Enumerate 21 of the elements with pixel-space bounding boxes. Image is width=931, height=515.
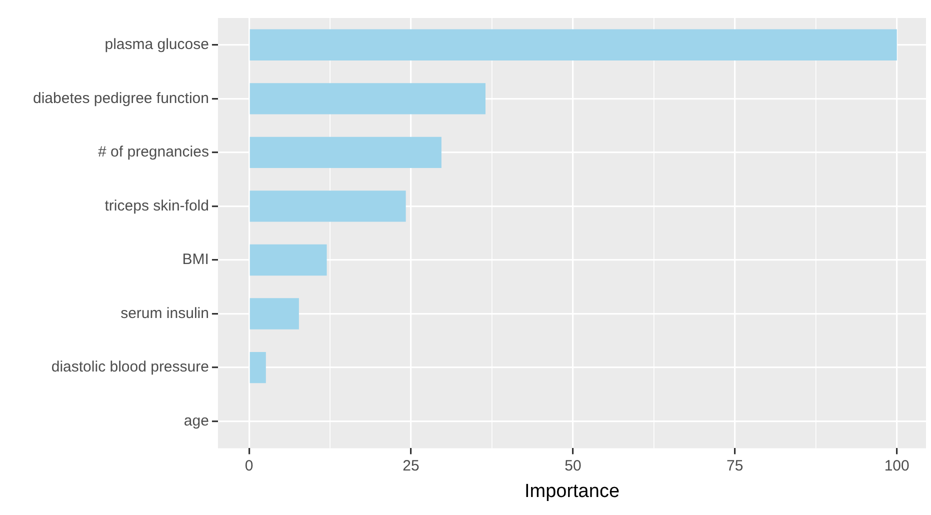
bar <box>250 298 299 330</box>
x-axis-title: Importance <box>524 480 620 502</box>
x-tick-label: 75 <box>726 457 744 474</box>
bar <box>250 29 897 60</box>
bar <box>250 190 406 222</box>
y-tick-label: BMI <box>182 251 209 268</box>
bar <box>250 83 486 114</box>
bar <box>250 352 266 384</box>
x-tick-label: 100 <box>884 457 910 474</box>
x-tick-label: 0 <box>244 457 254 474</box>
y-tick-label: # of pregnancies <box>98 144 209 161</box>
y-tick-label: plasma glucose <box>104 36 209 54</box>
y-tick-label: serum insulin <box>120 304 209 322</box>
bar <box>250 244 327 276</box>
y-tick-label: age <box>184 412 209 430</box>
x-tick-label: 25 <box>402 457 420 474</box>
bar <box>250 136 442 168</box>
y-tick-label: diastolic blood pressure <box>51 358 209 376</box>
y-tick-label: triceps skin-fold <box>104 197 209 214</box>
x-tick-label: 50 <box>564 457 582 474</box>
y-tick-label: diabetes pedigree function <box>32 90 209 107</box>
